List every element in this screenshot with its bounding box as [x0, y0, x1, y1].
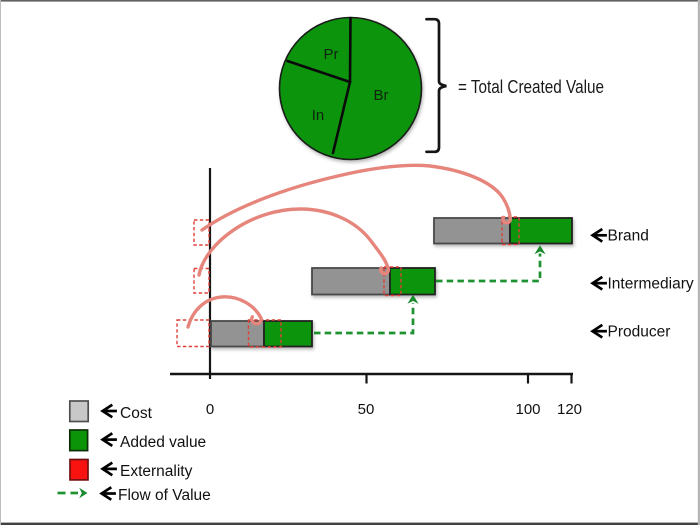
svg-text:= Total Created Value: = Total Created Value: [458, 77, 604, 97]
svg-text:100: 100: [515, 401, 540, 418]
svg-text:50: 50: [358, 401, 375, 418]
svg-text:Added value: Added value: [120, 434, 206, 451]
svg-text:Producer: Producer: [608, 324, 671, 341]
svg-text:Cost: Cost: [120, 405, 153, 422]
svg-text:Flow of Value: Flow of Value: [118, 487, 211, 504]
svg-text:Pr: Pr: [324, 46, 339, 63]
svg-text:0: 0: [206, 401, 214, 418]
svg-text:120: 120: [557, 401, 582, 418]
svg-text:In: In: [312, 107, 325, 124]
svg-text:Externality: Externality: [120, 463, 193, 480]
svg-text:Br: Br: [374, 87, 389, 104]
svg-text:Intermediary: Intermediary: [608, 276, 694, 293]
svg-text:Brand: Brand: [608, 228, 649, 245]
